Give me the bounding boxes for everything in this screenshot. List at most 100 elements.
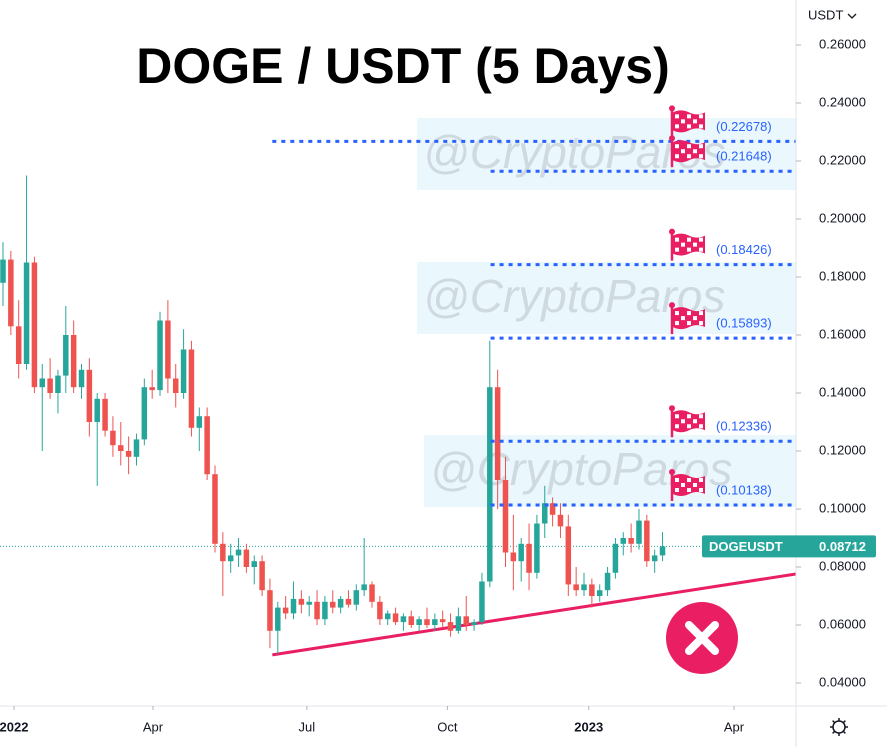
y-tick-label: 0.18000	[819, 268, 866, 283]
flag-check	[693, 482, 697, 487]
x-tick-label: Jul	[299, 719, 316, 734]
candle-body	[565, 526, 572, 585]
y-tick-label: 0.10000	[819, 500, 866, 515]
candle-body	[628, 538, 634, 544]
flag-check	[687, 114, 691, 119]
candle-body	[581, 584, 587, 591]
candle-body	[345, 598, 352, 605]
candle-body	[157, 320, 163, 391]
settings-icon[interactable]	[830, 718, 848, 736]
candle-body	[23, 262, 30, 364]
flag-check	[687, 311, 691, 316]
flag-check	[699, 477, 703, 482]
candle-body	[251, 561, 257, 567]
candle-body	[573, 584, 579, 591]
candle-body	[0, 259, 6, 283]
candle-body	[636, 520, 642, 544]
plot-area: @CryptoParos@CryptoParos@CryptoParos(0.2…	[0, 105, 796, 674]
flag-check	[693, 242, 697, 247]
candle-body	[141, 387, 148, 440]
candle-body	[220, 543, 226, 562]
candle-body	[644, 520, 650, 562]
flag-check	[675, 247, 679, 252]
candle-body	[463, 616, 469, 625]
flag-check	[687, 144, 691, 149]
candle-body	[337, 598, 344, 608]
flag-check	[675, 424, 679, 429]
flag-check	[687, 237, 691, 242]
last-price-badge: DOGEUSDT 0.08712	[702, 535, 876, 558]
dropdown-arrow[interactable]	[847, 13, 857, 19]
target-flag	[669, 105, 705, 138]
flag-check	[681, 119, 685, 124]
candle-body	[47, 378, 53, 393]
flag-check	[687, 321, 691, 326]
candle-body	[275, 607, 281, 631]
currency-label[interactable]: USDT	[808, 7, 843, 22]
candle-body	[494, 387, 501, 480]
candle-body	[267, 590, 273, 631]
flag-check	[675, 311, 679, 316]
candle-body	[31, 262, 38, 388]
last-price-value: 0.08712	[819, 539, 866, 554]
candle-body	[196, 416, 203, 428]
candle-body	[70, 335, 77, 388]
candle-body	[165, 320, 171, 379]
candle-body	[534, 523, 540, 573]
candle-body	[432, 619, 438, 625]
flag-knob	[669, 105, 675, 112]
y-tick-label: 0.22000	[819, 152, 866, 167]
flag-check	[693, 119, 697, 124]
target-flag	[669, 468, 705, 501]
flag-check	[699, 154, 703, 159]
target-label: (0.12336)	[716, 419, 772, 434]
watermark-box	[417, 262, 796, 334]
flag-check	[699, 144, 703, 149]
y-tick-label: 0.14000	[819, 384, 866, 399]
flag-check	[699, 311, 703, 316]
candle-body	[479, 581, 485, 623]
y-tick-label: 0.16000	[819, 326, 866, 341]
flag-check	[675, 487, 679, 492]
candle-body	[212, 474, 218, 544]
y-tick-label: 0.04000	[819, 674, 866, 689]
flag-check	[675, 237, 679, 242]
flag-check	[681, 419, 685, 424]
candle-body	[15, 326, 22, 364]
candle-body	[526, 543, 532, 573]
target-flag	[669, 405, 705, 438]
candle-body	[102, 398, 108, 431]
watermark-box	[417, 118, 796, 190]
trendline	[272, 572, 796, 657]
candle-body	[133, 439, 140, 457]
candle-body	[94, 398, 100, 422]
flag-check	[699, 414, 703, 419]
y-tick-label: 0.26000	[819, 36, 866, 51]
flag-check	[687, 414, 691, 419]
candle-body	[408, 616, 415, 625]
candle-body	[172, 378, 179, 393]
candle-body	[330, 601, 336, 608]
x-tick-label: Apr	[143, 719, 164, 734]
y-tick-label: 0.06000	[819, 616, 866, 631]
y-tick-label: 0.12000	[819, 442, 866, 457]
y-tick-label: 0.08000	[819, 558, 866, 573]
flag-check	[675, 477, 679, 482]
x-tick-label: 2023	[574, 719, 603, 734]
chart-title: DOGE / USDT (5 Days)	[136, 38, 669, 94]
candle-body	[353, 590, 360, 605]
target-flag	[669, 135, 705, 168]
candle-body	[447, 622, 454, 631]
target-label: (0.15893)	[716, 316, 772, 331]
candle-body	[487, 387, 493, 582]
candle-body	[604, 572, 611, 591]
candle-body	[8, 259, 14, 327]
currency-selector[interactable]: USDT	[808, 7, 857, 22]
y-tick-label: 0.24000	[819, 94, 866, 109]
x-tick-label: 2022	[0, 719, 28, 734]
candle-body	[110, 430, 116, 446]
flag-knob	[669, 468, 675, 475]
flag-check	[681, 242, 685, 247]
flag-check	[675, 144, 679, 149]
target-flag	[669, 302, 705, 335]
